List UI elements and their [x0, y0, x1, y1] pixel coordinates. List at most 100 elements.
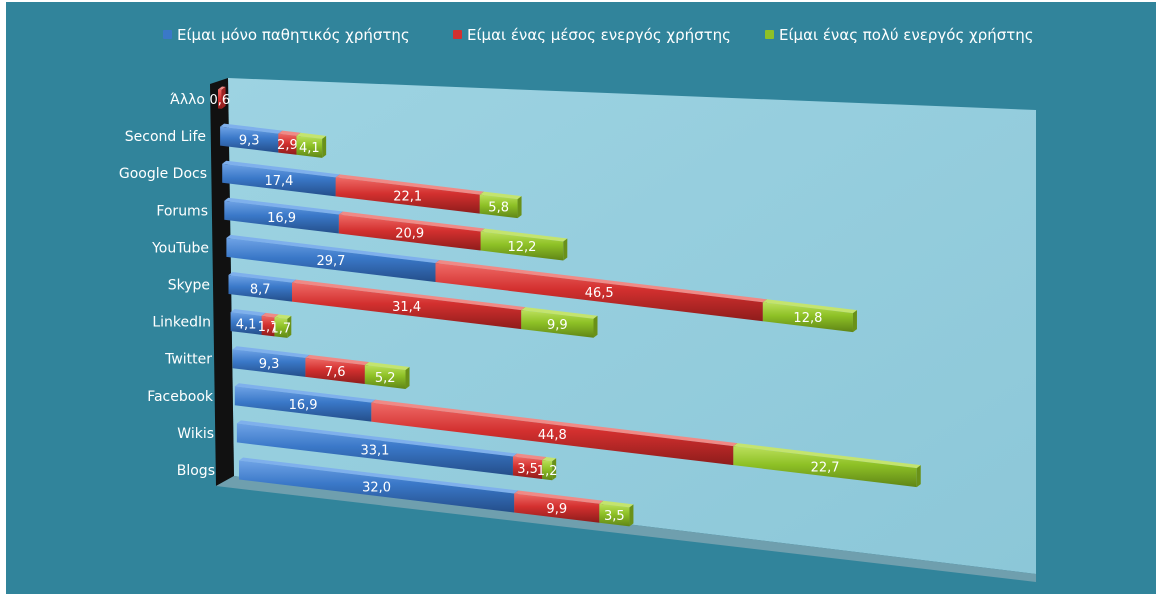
bar-very-active-forums [480, 231, 564, 261]
legend-swatch-average [453, 30, 462, 39]
bar-end-very-active-linkedin [287, 315, 292, 338]
legend-item-average: Είμαι ένας μέσος ενεργός χρήστης [453, 26, 731, 44]
bar-top-average-blogs [514, 490, 604, 504]
bar-end-very-active-twitter [405, 366, 410, 389]
legend-label-average: Είμαι ένας μέσος ενεργός χρήστης [467, 26, 731, 44]
data-label-average-wikis: 3,5 [517, 462, 538, 477]
bar-end-very-active-skype [593, 315, 598, 338]
bar-very-active-linkedin [274, 317, 288, 338]
data-label-very-active-youtube: 12,8 [793, 311, 822, 326]
bar-very-active-google-docs [479, 194, 518, 219]
data-label-average-second-life: 2,9 [277, 138, 298, 153]
data-label-passive-google-docs: 17,4 [264, 174, 293, 189]
bar-average-skype [292, 282, 522, 330]
legend: Είμαι μόνο παθητικός χρήστης Είμαι ένας … [6, 2, 1156, 72]
data-label-passive-second-life: 9,3 [239, 134, 260, 149]
data-label-average-twitter: 7,6 [325, 365, 346, 380]
bar-top-very-active-facebook [733, 443, 921, 469]
bar-passive-skype [228, 275, 293, 302]
bar-top-average-άλλο [218, 86, 226, 90]
legend-item-very-active: Είμαι ένας πολύ ενεργός χρήστης [765, 26, 1034, 44]
bar-very-active-second-life [296, 135, 323, 158]
bar-end-very-active-second-life [322, 135, 327, 158]
data-label-average-google-docs: 22,1 [393, 189, 422, 204]
bar-end-very-active-forums [563, 238, 568, 261]
bar-passive-blogs [239, 460, 515, 513]
bar-passive-forums [224, 200, 339, 234]
bar-passive-linkedin [230, 312, 262, 335]
bar-average-linkedin [261, 315, 275, 337]
bar-top-very-active-wikis [542, 457, 557, 462]
data-label-very-active-twitter: 5,2 [375, 371, 396, 386]
bar-very-active-wikis [542, 460, 553, 481]
data-label-average-blogs: 9,9 [546, 502, 567, 517]
bar-very-active-youtube [762, 302, 853, 333]
category-label-twitter: Twitter [164, 352, 212, 368]
category-label-forums: Forums [156, 203, 208, 219]
data-label-passive-skype: 8,7 [250, 282, 271, 297]
data-label-very-active-second-life: 4,1 [299, 141, 320, 156]
bar-top-very-active-forums [480, 228, 568, 242]
data-label-very-active-linkedin: 1,7 [271, 322, 292, 337]
data-label-passive-youtube: 29,7 [316, 254, 345, 269]
bar-top-passive-blogs [239, 457, 519, 494]
legend-label-passive: Είμαι μόνο παθητικός χρήστης [177, 26, 410, 44]
bar-end-very-active-facebook [916, 465, 921, 488]
legend-item-passive: Είμαι μόνο παθητικός χρήστης [163, 26, 410, 44]
category-label-wikis: Wikis [177, 426, 214, 442]
category-label-facebook: Facebook [147, 389, 214, 405]
bar-very-active-blogs [599, 503, 630, 527]
category-label-linkedin: LinkedIn [152, 315, 211, 331]
category-label-second-life: Second Life [125, 129, 206, 145]
bars-group: 0,69,3 2,9 4,117,422,15,816,920,912,229,74… [209, 86, 921, 527]
bar-top-very-active-linkedin [274, 314, 292, 319]
bar-passive-youtube [226, 237, 436, 282]
bar-top-very-active-skype [521, 307, 598, 319]
bar-top-passive-twitter [232, 346, 310, 358]
bar-passive-wikis [236, 423, 513, 476]
bar-average-twitter [305, 357, 365, 385]
data-label-passive-linkedin: 4,1 [236, 317, 257, 332]
data-label-average-skype: 31,4 [392, 300, 421, 315]
bar-top-average-twitter [305, 354, 369, 366]
bar-average-άλλο [218, 89, 222, 109]
data-label-average-facebook: 44,8 [538, 428, 567, 443]
data-label-average-άλλο: 0,6 [209, 93, 230, 108]
data-label-passive-forums: 16,9 [267, 211, 296, 226]
bar-top-passive-linkedin [230, 309, 266, 316]
category-labels: Άλλο Second Life Google Docs Forums YouTube S… [119, 92, 215, 479]
data-label-very-active-facebook: 22,7 [811, 461, 840, 476]
bar-top-passive-forums [224, 197, 343, 215]
bar-top-very-active-second-life [296, 132, 327, 139]
bar-top-average-skype [292, 279, 526, 311]
bar-end-very-active-blogs [629, 504, 634, 527]
bar-average-second-life [278, 133, 297, 155]
bar-top-average-facebook [371, 399, 738, 447]
bar-end-very-active-youtube [852, 310, 857, 333]
bar-top-passive-google-docs [222, 160, 340, 178]
bar-average-wikis [512, 456, 543, 480]
bar-top-passive-facebook [234, 383, 376, 403]
bar-top-average-wikis [512, 453, 547, 461]
bar-very-active-skype [521, 310, 594, 338]
category-label-google-docs: Google Docs [119, 166, 207, 182]
data-label-average-linkedin: 1,7 [258, 320, 279, 335]
bar-top-average-forums [338, 211, 485, 232]
bar-top-average-google-docs [335, 174, 484, 195]
bar-top-average-second-life [278, 130, 301, 136]
bar-top-average-linkedin [261, 312, 279, 318]
legend-swatch-passive [163, 30, 172, 39]
bar-top-very-active-blogs [599, 500, 634, 508]
bar-top-passive-wikis [236, 420, 517, 457]
bar-passive-facebook [234, 386, 372, 422]
bar-passive-second-life [220, 126, 279, 153]
bar-average-youtube [435, 262, 763, 322]
data-label-very-active-wikis: 1,2 [537, 464, 558, 479]
bar-end-very-active-wikis [552, 458, 557, 481]
bar-average-forums [338, 214, 481, 251]
bar-chart: 0,69,3 2,9 4,117,422,15,816,920,912,229,74… [119, 78, 1036, 582]
legend-label-very-active: Είμαι ένας πολύ ενεργός χρήστης [779, 26, 1034, 44]
data-label-passive-facebook: 16,9 [289, 398, 318, 413]
bar-top-passive-youtube [226, 234, 440, 263]
category-label-skype: Skype [168, 278, 210, 294]
